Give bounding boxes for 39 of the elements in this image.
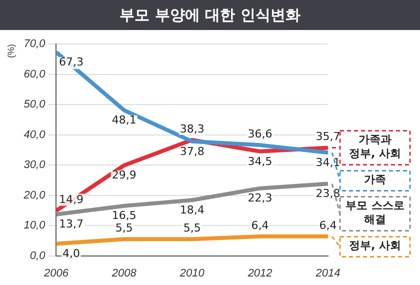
data-label: 36,6: [248, 127, 272, 140]
y-tick-label: 70,0: [24, 38, 46, 50]
data-label: 48,1: [112, 114, 136, 127]
y-tick-label: 0,0: [30, 250, 46, 262]
data-label: 34,5: [248, 154, 272, 168]
data-label: 34,1: [316, 156, 340, 169]
data-label: 14,9: [58, 193, 84, 206]
data-label: 29,9: [112, 168, 136, 182]
y-tick-label: 30,0: [24, 159, 46, 172]
data-label: 6,4: [251, 218, 269, 232]
series-label: 가족과 정부, 사회: [348, 133, 402, 160]
x-tick-label: 2006: [42, 267, 70, 280]
data-label: 23,8: [316, 187, 340, 200]
x-tick-label: 2010: [178, 267, 206, 280]
data-label: 5,5: [183, 222, 201, 235]
data-label: 5,5: [115, 222, 133, 235]
data-label: 6,4: [319, 218, 337, 232]
data-label: 13,7: [58, 218, 84, 231]
x-tick-label: 2012: [246, 267, 272, 280]
y-tick-label: 60,0: [24, 68, 46, 80]
data-label: 4,0: [62, 247, 80, 260]
data-label: 22,3: [248, 192, 272, 205]
y-tick-label: 20,0: [22, 189, 46, 202]
legend-label: 정부, 사회: [348, 239, 402, 252]
y-axis-title: (%): [6, 44, 16, 58]
chart-title: 부모 부양에 대한 인식변화: [0, 0, 420, 30]
data-label: 38,3: [180, 122, 204, 136]
y-tick-label: 40,0: [24, 128, 46, 141]
y-tick-label: 10,0: [24, 220, 46, 232]
data-label: 16,5: [112, 209, 136, 222]
data-label: 37,8: [180, 144, 204, 158]
data-label: 18,4: [180, 203, 204, 216]
text: 부모 스스로 해결: [346, 199, 404, 226]
text: 가족: [364, 173, 386, 186]
data-label: 67,3: [58, 56, 84, 69]
y-tick-label: 50,0: [24, 98, 46, 111]
x-tick-label: 2014: [314, 267, 340, 280]
data-label: 35,7: [316, 130, 340, 144]
x-tick-label: 2008: [110, 267, 138, 280]
